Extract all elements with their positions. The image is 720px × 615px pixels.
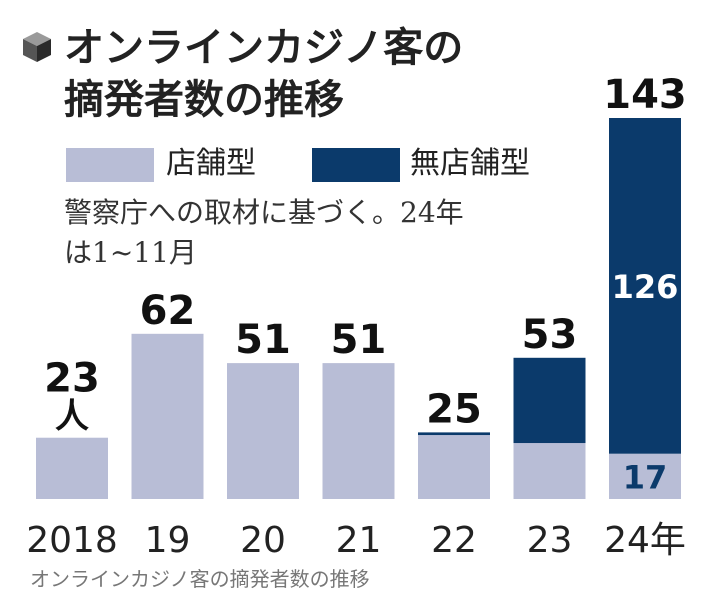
x-tick-label-3: 21	[336, 520, 382, 561]
chart-title-line2: 摘発者数の推移	[64, 77, 344, 123]
x-tick-label-0: 2018	[26, 520, 118, 561]
x-tick-label-2: 20	[240, 520, 286, 561]
bar-segment-store-4	[418, 435, 490, 499]
x-tick-label-6: 24年	[604, 520, 686, 561]
total-label-1: 62	[140, 288, 196, 334]
source-note-line2: は1~11月	[64, 236, 197, 269]
source-note-line1: 警察庁への取材に基づく。24年	[64, 196, 464, 229]
x-tick-label-5: 23	[527, 520, 573, 561]
bar-segment-store-6	[609, 453, 681, 499]
x-tick-label-4: 22	[431, 520, 477, 561]
legend-label-store: 店舗型	[166, 146, 256, 181]
total-label-0: 23	[44, 356, 100, 402]
total-label-3: 51	[331, 317, 387, 363]
total-label-6: 143	[603, 72, 687, 118]
inside-label-1-6: 126	[612, 268, 679, 306]
total-label-5: 53	[522, 312, 578, 358]
bar-segment-store-3	[322, 363, 395, 499]
legend-swatch-store	[66, 148, 154, 182]
legend-label-online: 無店舗型	[410, 146, 530, 181]
chart-title-line1: オンラインカジノ客の	[64, 25, 464, 71]
bar-segment-store-0	[36, 437, 108, 499]
bar-segment-online-6	[609, 118, 681, 454]
bar-segment-online-4	[418, 432, 490, 436]
image-caption: オンラインカジノ客の摘発者数の推移	[30, 567, 370, 591]
bar-segment-store-5	[513, 443, 586, 499]
bar-segment-store-1	[131, 333, 204, 499]
unit-label: 人	[55, 397, 89, 437]
legend-swatch-online	[312, 148, 400, 182]
x-tick-label-1: 19	[145, 520, 191, 561]
inside-label-0-6: 17	[623, 458, 668, 496]
total-label-4: 25	[426, 386, 482, 432]
total-label-2: 51	[235, 317, 291, 363]
bar-segment-store-2	[227, 363, 299, 499]
cube-icon	[23, 32, 51, 62]
bar-segment-online-5	[513, 357, 586, 444]
